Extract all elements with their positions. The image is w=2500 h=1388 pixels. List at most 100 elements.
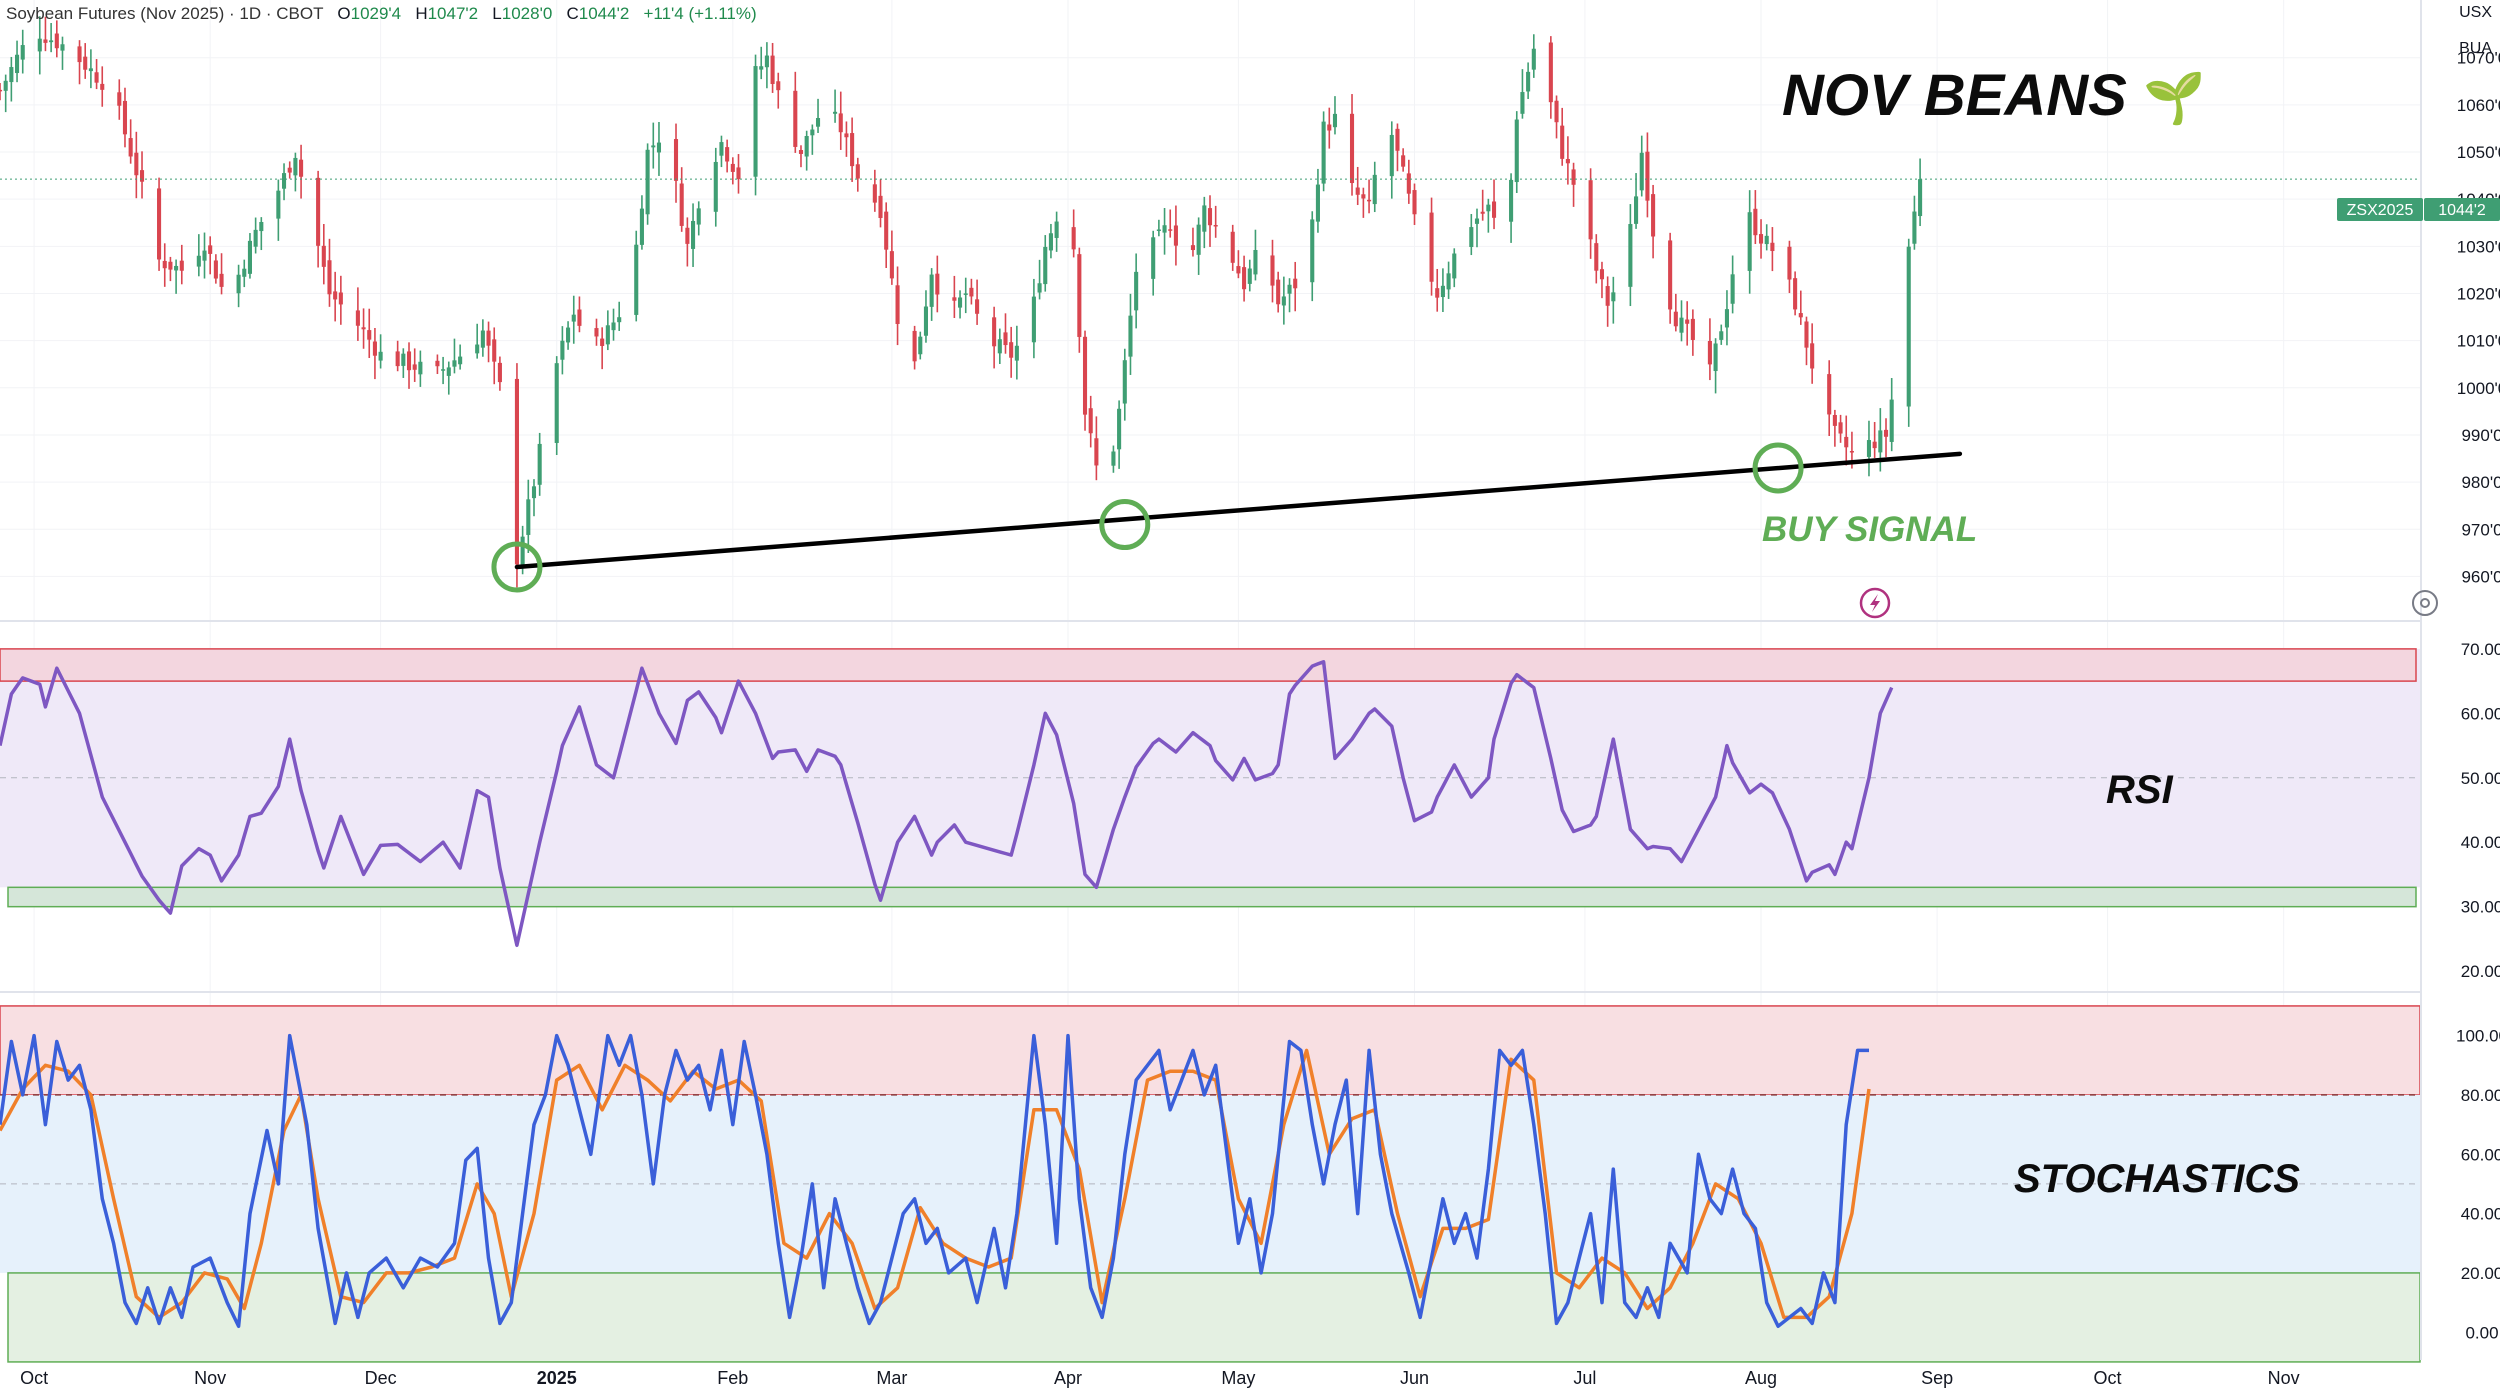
signal-circles [491,442,1804,593]
candle-down [1207,208,1213,226]
price-tick-label: 970'0 [2461,520,2500,539]
candle-down [679,183,684,226]
candle-down [1401,155,1406,167]
candle-up [60,44,65,51]
candle-down [1883,429,1889,437]
candle-down [179,260,184,271]
price-axis[interactable]: 1070'01060'01050'01040'01030'01020'01010… [2456,49,2500,1343]
symbol-legend[interactable]: Soybean Futures (Nov 2025) · 1D · CBOT O… [6,4,757,24]
candle-down [844,133,849,138]
candle-down [338,292,343,305]
candle-down [895,285,900,324]
candle-up [611,322,616,331]
candle-up [1310,219,1315,283]
candle-up [923,306,929,336]
candle-up [1037,283,1042,293]
candle-up [253,229,258,247]
candle-down [321,245,326,267]
candle-up [605,325,610,345]
candle-up [958,297,963,308]
candle-up [918,336,923,355]
rsi-tick-label: 70.00 [2461,640,2500,659]
price-tick-label: 1030'0 [2457,237,2500,256]
rsi-label: RSI [2106,768,2173,812]
candle-down [1770,242,1775,252]
candle-up [418,361,423,375]
candle-up [458,356,463,365]
candle-up [1031,296,1036,343]
candle-down [1088,408,1093,434]
candle-up [1332,113,1338,128]
support-trendline[interactable] [514,451,1963,570]
stoch-oversold-zone [7,1272,2421,1363]
candle-down [1435,288,1440,298]
close-key: C [566,4,579,23]
unit-label[interactable]: BUA [2459,40,2492,57]
candle-down [162,260,167,269]
price-tick-label: 990'0 [2461,426,2500,445]
candle-down [213,260,218,279]
candle-up [1372,174,1377,205]
candle-up [1679,317,1684,333]
rsi-tick-label: 20.00 [2461,962,2500,981]
candle-down [1673,311,1678,327]
candle-down [838,113,843,133]
candle-down [1651,194,1656,237]
candle-down [94,72,99,83]
candle-down [128,138,133,157]
candle-up [560,340,565,360]
candle-up [1526,71,1531,92]
time-tick-label: Feb [717,1368,748,1388]
candle-down [770,55,775,84]
candle-up [645,149,650,215]
candle-down [117,92,122,106]
alert-bolt-icon[interactable] [1859,587,1891,619]
exchange-label: CBOT [276,4,324,23]
candle-up [174,265,179,271]
candle-down [139,170,145,182]
candle-up [753,66,758,177]
candle-up [1151,237,1156,279]
settings-icon[interactable] [2412,590,2438,616]
stoch-tick-label: 100.00 [2456,1027,2500,1046]
candle-up [1474,218,1480,224]
candle-down [0,89,3,92]
candle-down [1605,286,1610,306]
high-value: 1047'2 [427,4,479,23]
candle-up [1389,134,1394,177]
candle-down [1077,254,1082,337]
candle-up [202,250,207,261]
candle-up [764,55,769,68]
candle-up [651,145,656,148]
candle-down [1554,100,1559,123]
candle-down [1872,441,1877,449]
candle-down [1804,321,1809,348]
candle-down [878,195,883,218]
time-axis[interactable]: Oct Nov Dec 2025 Feb Mar Apr May Jun Jul Aug Sep Oct… [20,1368,2300,1388]
candle-down [600,338,605,346]
candle-up [963,293,968,295]
candle-up [571,314,576,322]
candle-up [1054,221,1059,238]
candle-down [1758,234,1764,244]
candle-up [1730,274,1735,304]
price-tag-symbol-box [2337,198,2423,221]
currency-label[interactable]: USX [2459,4,2492,21]
candle-up [804,136,809,157]
low-key: L [492,4,502,23]
low-value: 1028'0 [501,4,553,23]
candle-down [1355,187,1360,195]
candle-down [673,139,679,181]
candle-down [1594,243,1599,271]
candle-down [122,100,128,135]
candle-up [656,142,662,153]
candle-down [1168,229,1173,231]
candle-up [833,111,838,114]
candle-down [969,287,974,297]
candle-up [1048,233,1053,251]
time-tick-label: Oct [20,1368,48,1388]
candle-down [736,167,741,180]
time-tick-label: Dec [365,1368,397,1388]
stoch-k-line [0,1033,1869,1329]
